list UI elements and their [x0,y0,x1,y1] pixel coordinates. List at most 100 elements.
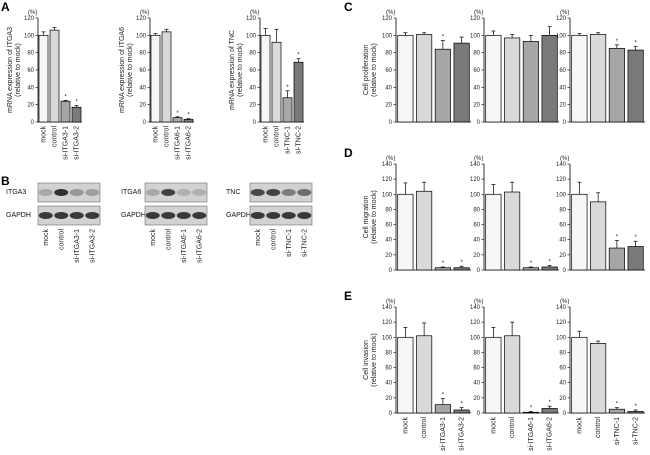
y-tick-label: 40 [559,85,566,91]
y-tick-label: 40 [473,85,480,91]
y-axis-title: (relative to mock) [15,43,22,97]
significance-star: * [548,400,551,406]
bar-itga3-3 [453,42,470,123]
blot-band [266,189,281,196]
y-tick-label: 80 [559,51,566,57]
blot-band [54,212,69,219]
significance-star: * [616,39,619,45]
y-axis-title: Cell proliferation [363,45,370,96]
y-axis-title: mRNA expression of TNC [229,30,236,110]
bar-tnc-1 [271,41,282,123]
lane-label: mock [255,229,262,246]
blot-band [297,189,312,196]
bar-itga6-2 [522,267,539,271]
bar-itga3-2 [434,267,451,271]
category-label: control [595,417,602,438]
bar-itga3-2 [434,404,451,414]
y-unit-label: (%) [386,299,395,305]
y-axis-title: Cell invasion [363,340,370,380]
y-tick-label: 0 [31,120,35,126]
blot-band [85,212,100,219]
bar-tnc-3 [627,411,644,414]
y-tick-label: 40 [559,381,566,387]
chart-a2: 0 20 40 60 80 100 120(%) mock control * si-ITGA6-1… [119,10,194,160]
bar-itga3-1 [416,190,433,271]
y-unit-label: (%) [560,156,569,162]
bar-itga3-1 [416,34,433,123]
blot-band [176,212,191,219]
y-unit-label: (%) [474,156,483,162]
category-label: mock [402,417,409,434]
y-tick-label: 100 [136,33,147,39]
bar-itga3-0 [38,34,49,123]
bar-tnc-2 [608,247,625,271]
y-tick-label: 120 [470,177,481,183]
bar-itga3-3 [453,409,470,414]
y-tick-label: 120 [382,16,393,22]
y-tick-label: 40 [249,85,256,91]
chart-d1: 0 20 40 60 80 100 120 140(%) * * Cell migration (re… [363,156,471,274]
bar-itga6-3 [183,119,194,123]
category-label: si-ITGA6-1 [528,417,535,451]
y-tick-label: 60 [559,223,566,229]
blot-band [250,212,265,219]
significance-star: * [75,100,78,106]
bar-tnc-3 [293,61,304,123]
y-tick-label: 120 [470,16,481,22]
blot-band [250,189,265,196]
y-tick-label: 120 [556,177,567,183]
chart-d2: 0 20 40 60 80 100 120 140(%) * * [470,156,559,274]
significance-star: * [530,405,533,411]
bar-itga3-0 [397,336,414,414]
y-tick-label: 20 [473,396,480,402]
panel-letter-a: A [1,0,10,14]
chart-c3: 0 20 40 60 80 100 120(%) * * [556,10,645,126]
y-tick-label: 40 [385,85,392,91]
western-blot-panel: ITGA3 GAPDH mock control si-ITGA3-1 si-ITGA3-… [6,182,313,263]
bar-itga3-3 [71,106,82,123]
significance-star: * [64,94,67,100]
significance-star: * [297,53,300,59]
y-tick-label: 20 [559,103,566,109]
y-unit-label: (%) [560,299,569,305]
y-tick-label: 40 [473,238,480,244]
category-label: si-TNC-1 [285,126,292,154]
y-tick-label: 120 [246,16,257,22]
significance-star: * [460,402,463,408]
bar-itga3-0 [397,193,414,271]
y-tick-label: 60 [473,223,480,229]
bar-tnc-1 [590,201,607,271]
blot-membrane [249,182,313,203]
y-tick-label: 80 [473,51,480,57]
blot-band [281,212,296,219]
y-tick-label: 20 [385,253,392,259]
y-tick-label: 120 [24,16,35,22]
y-unit-label: (%) [386,10,395,16]
significance-star: * [442,261,445,267]
y-tick-label: 20 [559,253,566,259]
y-tick-label: 120 [556,16,567,22]
significance-star: * [634,235,637,241]
bar-itga6-3 [541,266,558,271]
y-tick-label: 20 [385,103,392,109]
y-unit-label: (%) [474,299,483,305]
significance-star: * [442,35,445,41]
bar-tnc-3 [627,49,644,123]
y-axis-title: (relative to mock) [371,333,378,387]
lane-label: si-TNC-2 [301,229,308,257]
y-tick-label: 40 [559,238,566,244]
bar-itga6-2 [522,41,539,123]
blot-control-label: GAPDH [226,212,251,219]
blot-band [161,189,176,196]
y-axis-title: (relative to mock) [371,43,378,97]
bar-itga6-1 [504,37,521,123]
y-tick-label: 100 [382,33,393,39]
category-label: si-TNC-2 [296,126,303,154]
y-tick-label: 0 [143,120,147,126]
y-tick-label: 140 [556,305,567,311]
blot-control-label: GAPDH [6,212,31,219]
category-label: si-ITGA3-2 [74,126,81,160]
panel-letter-d: D [344,146,353,160]
y-tick-label: 120 [470,320,481,326]
y-tick-label: 60 [249,68,256,74]
